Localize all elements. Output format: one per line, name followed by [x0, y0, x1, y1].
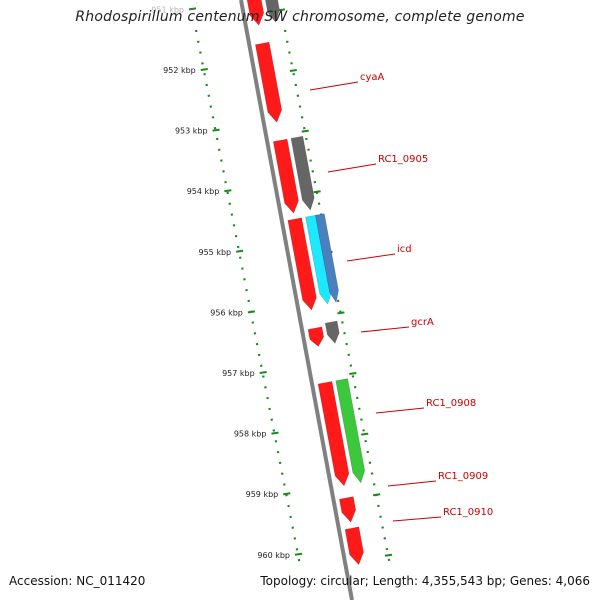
- ruler-tick-left: [271, 431, 279, 435]
- gene-arrow-icd-red[interactable]: [287, 217, 317, 311]
- ruler-tick-right: [361, 432, 369, 436]
- backbone-line: [239, 0, 354, 600]
- accession-text: Accession: NC_011420: [9, 574, 146, 588]
- kbp-tick-label: 959 kbp: [246, 490, 279, 499]
- ruler-tick-right: [372, 493, 381, 497]
- kbp-tick-label: 952 kbp: [163, 66, 196, 75]
- ruler-tick-right: [384, 553, 393, 557]
- gene-label-RC1_0908[interactable]: RC1_0908: [426, 398, 476, 409]
- leader-line-RC1_0909: [387, 480, 437, 487]
- kbp-tick-label: 954 kbp: [187, 187, 220, 196]
- chromosome-backbone: [239, 0, 354, 600]
- ruler-tick-left: [212, 128, 220, 132]
- gene-label-RC1_0910[interactable]: RC1_0910: [443, 507, 493, 518]
- gene-arrow-RC1_0909[interactable]: [339, 496, 357, 523]
- gene-arrow-RC1_0905-red[interactable]: [272, 138, 299, 214]
- kbp-tick-label: 955 kbp: [199, 248, 232, 257]
- ruler-tick-left: [283, 492, 291, 496]
- gene-label-RC1_0909[interactable]: RC1_0909: [438, 471, 488, 482]
- gene-arrow-icd-blue[interactable]: [315, 213, 339, 304]
- leader-line-RC1_0908: [375, 407, 425, 414]
- gene-label-cyaA[interactable]: cyaA: [360, 72, 385, 83]
- map-title: Rhodospirillum centenum SW chromosome, c…: [75, 9, 525, 25]
- ruler-tick-left: [235, 249, 244, 253]
- leader-line-RC1_0905: [327, 163, 377, 173]
- gene-arrow-RC1_0905[interactable]: [290, 135, 315, 211]
- ruler-tick-right: [301, 129, 309, 133]
- ruler-tick-right: [289, 69, 297, 72]
- ruler-dots-left: [194, 29, 302, 566]
- ruler-tick-left: [247, 310, 256, 314]
- genome-summary-text: Topology: circular; Length: 4,355,543 bp…: [260, 574, 590, 588]
- gene-arrow-RC1_0910[interactable]: [344, 526, 364, 566]
- gene-label-RC1_0905[interactable]: RC1_0905: [378, 154, 428, 165]
- leader-line-RC1_0910: [392, 516, 442, 522]
- ruler-tick-left: [224, 189, 232, 193]
- ruler-tick-right: [313, 190, 321, 194]
- gene-arrow-g-top-red[interactable]: [245, 0, 265, 26]
- kbp-tick-label: 953 kbp: [175, 127, 208, 136]
- gene-arrow-RC1_0908-red[interactable]: [317, 381, 350, 487]
- leader-line-cyaA: [309, 81, 359, 91]
- leader-line-icd: [346, 253, 396, 262]
- ruler-tick-right: [349, 372, 357, 375]
- kbp-tick-label: 960 kbp: [257, 551, 290, 560]
- gene-label-icd[interactable]: icd: [397, 244, 412, 255]
- ruler-dots-right: [283, 29, 392, 566]
- gene-arrow-g-top-gray[interactable]: [263, 0, 280, 23]
- gene-label-gcrA[interactable]: gcrA: [411, 317, 434, 328]
- gene-arrow-RC1_0908[interactable]: [335, 378, 366, 484]
- kbp-tick-label: 957 kbp: [222, 369, 255, 378]
- kbp-tick-label: 958 kbp: [234, 430, 267, 439]
- gene-features: [245, 0, 366, 566]
- ruler-tick-left: [294, 552, 303, 556]
- ruler-tick-right: [337, 311, 345, 315]
- ruler-tick-left: [188, 7, 197, 11]
- leader-line-gcrA: [360, 326, 410, 333]
- kbp-tick-label: 951 kbp: [151, 5, 184, 14]
- gene-arrow-gcrA-red[interactable]: [307, 326, 325, 347]
- gene-arrow-gcrA[interactable]: [324, 320, 340, 344]
- ruler-tick-left: [259, 371, 267, 374]
- ruler-tick-left: [200, 68, 208, 71]
- kbp-tick-label: 956 kbp: [210, 308, 243, 317]
- gene-arrow-cyaA[interactable]: [255, 41, 283, 123]
